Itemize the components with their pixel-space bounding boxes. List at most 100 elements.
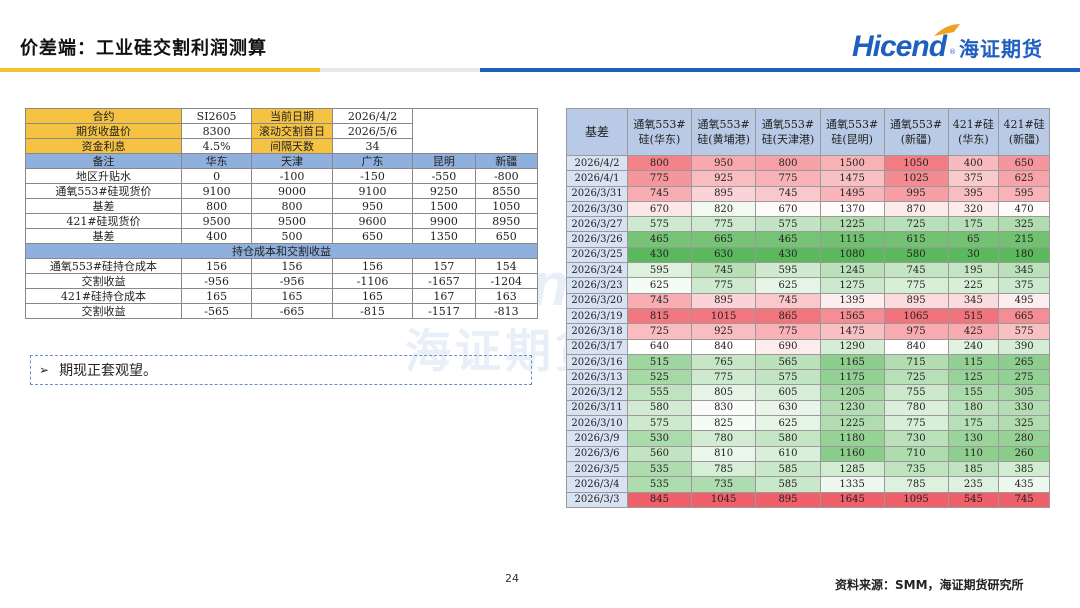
strategy-note-text: 期现正套观望。	[59, 363, 158, 379]
blank-cell	[412, 138, 538, 154]
basis-value-cell: 670	[755, 200, 821, 218]
logo-swoosh-icon	[934, 24, 960, 36]
basis-value-cell: 800	[755, 154, 821, 172]
basis-value-cell: 820	[690, 200, 757, 218]
basis-value-cell: 665	[690, 231, 757, 248]
basis-value-cell: 830	[690, 399, 757, 417]
basis-value-cell: 110	[947, 445, 1000, 462]
row-value: -150	[331, 168, 414, 184]
basis-value-cell: 775	[755, 170, 821, 187]
basis-value-cell: 625	[755, 277, 821, 294]
basis-value-cell: 745	[755, 185, 821, 202]
basis-value-cell: 345	[947, 292, 1000, 309]
basis-history-table: 基差 通氧553# 硅(华东) 通氧553# 硅(黄埔港) 通氧553# 硅(天津港) 通氧5…	[566, 108, 1050, 508]
row-value: -1657	[412, 273, 476, 289]
basis-value-cell: 825	[690, 415, 757, 432]
column-header: 通氧553# (新疆)	[883, 108, 949, 156]
page-number: 24	[505, 572, 519, 585]
column-header: 昆明	[412, 153, 476, 169]
basis-value-cell: 330	[998, 399, 1050, 417]
basis-value-cell: 775	[690, 216, 757, 233]
logo-registered-mark: ®	[949, 48, 957, 56]
table-row: 2026/3/17 640 840 690 1290 840 240 390	[566, 338, 1050, 355]
basis-value-cell: 580	[755, 430, 821, 447]
basis-value-cell: 585	[755, 476, 821, 493]
basis-value-cell: 925	[690, 170, 757, 187]
date-cell: 2026/3/20	[566, 292, 628, 309]
row-value: 9900	[412, 213, 476, 229]
info-label: 资金利息	[25, 138, 182, 154]
row-value: -956	[251, 273, 333, 289]
basis-value-cell: 1290	[819, 338, 885, 355]
basis-value-cell: 465	[627, 231, 692, 248]
basis-value-cell: 1645	[819, 491, 885, 508]
basis-value-cell: 325	[998, 216, 1050, 233]
basis-value-cell: 925	[690, 323, 757, 340]
row-value: 650	[474, 228, 539, 244]
basis-value-cell: 535	[627, 476, 692, 493]
info-value: 4.5%	[180, 138, 253, 154]
basis-value-cell: 780	[690, 430, 757, 447]
basis-value-cell: 1335	[819, 476, 885, 493]
row-value: 1500	[412, 198, 476, 214]
basis-value-cell: 565	[755, 353, 821, 371]
basis-value-cell: 240	[947, 338, 1000, 355]
date-cell: 2026/3/24	[566, 262, 628, 279]
basis-value-cell: 810	[690, 445, 757, 462]
basis-value-cell: 225	[947, 277, 1000, 294]
row-value: 400	[180, 228, 253, 244]
header-divider-blue	[480, 68, 1080, 72]
logo-chinese-name: 海证期货	[959, 36, 1044, 61]
basis-value-cell: 775	[883, 277, 949, 294]
basis-value-cell: 745	[755, 292, 821, 309]
basis-value-cell: 975	[883, 323, 949, 340]
column-header: 通氧553# 硅(华东)	[627, 108, 692, 156]
basis-value-cell: 1225	[819, 415, 885, 432]
row-value: 8950	[474, 213, 539, 229]
basis-value-cell: 1160	[819, 445, 885, 462]
basis-value-cell: 845	[627, 491, 692, 508]
basis-value-cell: 995	[883, 185, 949, 202]
basis-value-cell: 515	[627, 353, 692, 371]
info-label: 间隔天数	[251, 138, 333, 154]
table-row: 2026/4/1 775 925 775 1475 1025 375 625	[566, 170, 1050, 187]
table-row: 2026/3/27 575 775 575 1225 725 175 325	[566, 216, 1050, 233]
basis-value-cell: 785	[883, 476, 949, 493]
basis-value-cell: 375	[998, 277, 1050, 294]
basis-value-cell: 710	[883, 445, 949, 462]
basis-value-cell: 1180	[819, 430, 885, 447]
basis-value-cell: 625	[627, 277, 692, 294]
row-value: 9600	[331, 213, 414, 229]
row-label: 421#硅现货价	[25, 213, 182, 229]
basis-value-cell: 1050	[883, 154, 949, 172]
row-value: 800	[180, 198, 253, 214]
date-cell: 2026/3/11	[566, 399, 628, 417]
row-value: 9250	[412, 183, 476, 199]
basis-value-cell: 235	[947, 476, 1000, 493]
basis-value-cell: 840	[883, 338, 949, 355]
date-cell: 2026/3/4	[566, 476, 628, 493]
basis-value-cell: 180	[947, 399, 1000, 417]
basis-value-cell: 715	[883, 353, 949, 371]
basis-value-cell: 730	[883, 430, 949, 447]
info-value: SI2605	[180, 108, 253, 124]
section-row: 持仓成本和交割收益	[25, 243, 538, 259]
basis-value-cell: 175	[947, 216, 1000, 233]
table-row: 交割收益 -565 -665 -815 -1517 -813	[25, 303, 539, 319]
basis-value-cell: 595	[755, 262, 821, 279]
date-cell: 2026/3/23	[566, 277, 628, 294]
basis-value-cell: 725	[883, 369, 949, 386]
basis-value-cell: 775	[690, 369, 757, 386]
basis-value-cell: 125	[947, 369, 1000, 386]
basis-value-cell: 1045	[690, 491, 757, 508]
date-cell: 2026/3/13	[566, 369, 628, 386]
table-row: 2026/3/4 535 735 585 1335 785 235 435	[566, 476, 1050, 493]
region-header-row: 备注 华东 天津 广东 昆明 新疆	[25, 153, 539, 169]
basis-value-cell: 650	[998, 154, 1050, 172]
basis-value-cell: 615	[883, 231, 949, 248]
basis-value-cell: 1205	[819, 384, 885, 401]
basis-value-cell: 320	[947, 200, 1000, 218]
table-row: 基差 800 800 950 1500 1050	[25, 198, 539, 214]
basis-value-cell: 610	[755, 445, 821, 462]
table-row: 交割收益 -956 -956 -1106 -1657 -1204	[25, 273, 539, 289]
